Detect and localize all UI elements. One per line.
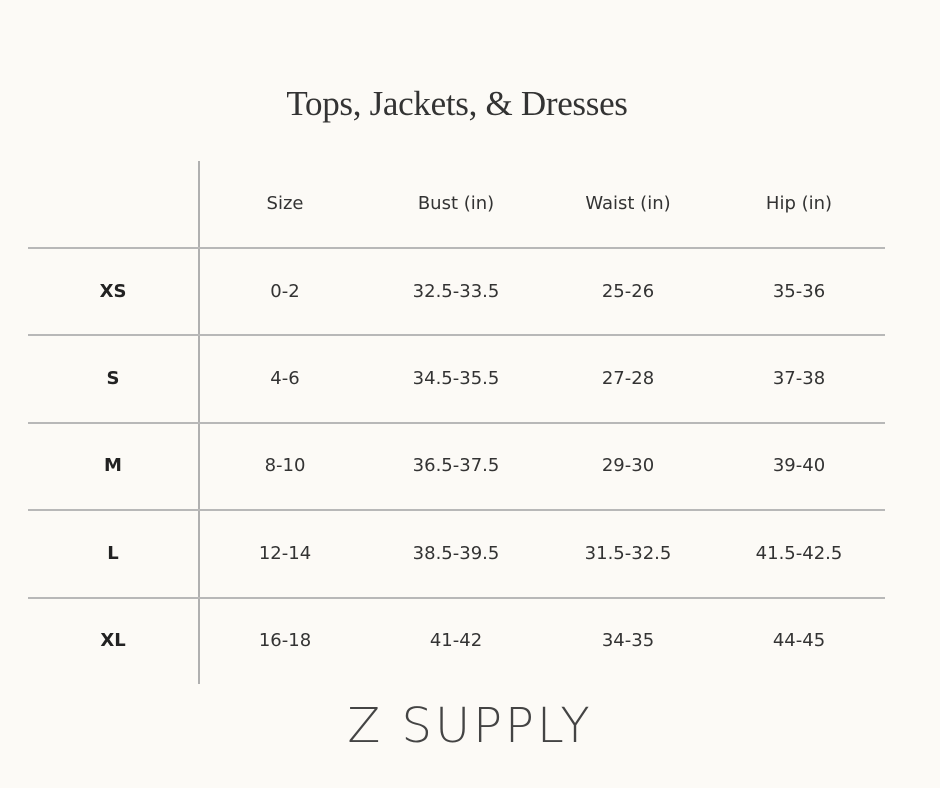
table-cell: 0-2 — [270, 281, 300, 302]
table-cell: 35-36 — [772, 281, 826, 302]
row-label: XS — [99, 281, 127, 302]
row-divider — [28, 509, 885, 511]
table-cell: 4-6 — [270, 368, 300, 389]
row-label: S — [106, 368, 120, 389]
chart-title: Tops, Jackets, & Dresses — [286, 84, 628, 123]
table-cell: 41.5-42.5 — [755, 543, 843, 564]
brand-logo: Z SUPPLY — [347, 698, 593, 754]
row-divider — [28, 247, 885, 249]
table-cell: 39-40 — [772, 455, 826, 476]
table-cell: 16-18 — [258, 630, 312, 651]
column-header: Size — [266, 193, 304, 214]
table-cell: 12-14 — [258, 543, 312, 564]
table-cell: 37-38 — [772, 368, 826, 389]
table-cell: 34-35 — [601, 630, 655, 651]
table-cell: 31.5-32.5 — [584, 543, 672, 564]
column-header: Bust (in) — [417, 193, 495, 214]
column-header: Hip (in) — [765, 193, 833, 214]
table-cell: 8-10 — [264, 455, 306, 476]
table-cell: 29-30 — [601, 455, 655, 476]
row-divider — [28, 334, 885, 336]
column-header: Waist (in) — [585, 193, 671, 214]
row-divider — [28, 597, 885, 599]
row-label: XL — [100, 630, 126, 651]
table-cell: 38.5-39.5 — [412, 543, 500, 564]
table-cell: 25-26 — [601, 281, 655, 302]
row-divider — [28, 422, 885, 424]
row-label: L — [107, 543, 119, 564]
table-cell: 36.5-37.5 — [412, 455, 500, 476]
table-cell: 34.5-35.5 — [412, 368, 500, 389]
table-cell: 41-42 — [429, 630, 483, 651]
row-label: M — [104, 455, 122, 476]
table-cell: 44-45 — [772, 630, 826, 651]
table-cell: 32.5-33.5 — [412, 281, 500, 302]
table-cell: 27-28 — [601, 368, 655, 389]
